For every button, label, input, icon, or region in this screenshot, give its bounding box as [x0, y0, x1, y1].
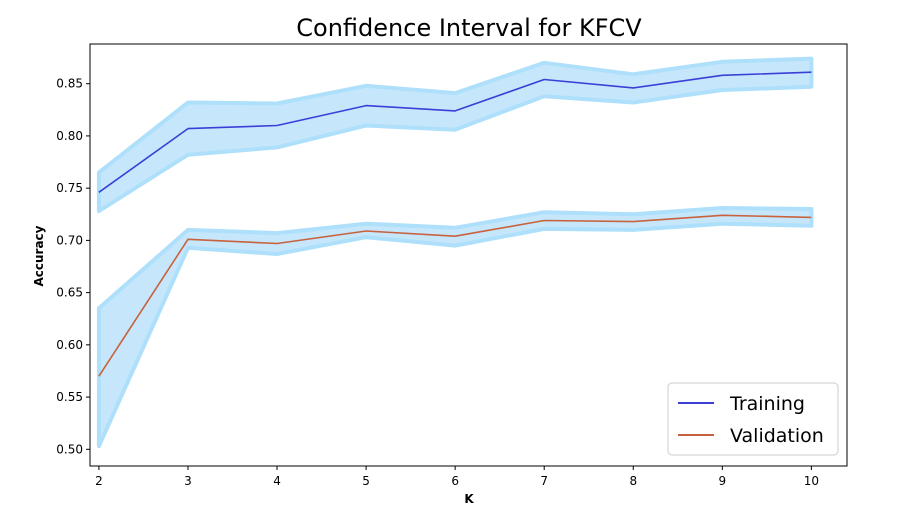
x-tick-label: 6: [451, 474, 459, 488]
legend-label-validation: Validation: [730, 425, 824, 447]
y-tick-label: 0.70: [56, 233, 83, 247]
training-confidence-band: [99, 59, 812, 212]
x-tick-label: 4: [273, 474, 281, 488]
y-tick-label: 0.50: [56, 442, 83, 456]
x-axis-label: K: [464, 492, 474, 506]
y-tick-label: 0.65: [56, 286, 83, 300]
legend: Training Validation: [668, 383, 838, 455]
x-tick-label: 2: [95, 474, 103, 488]
y-tick-label: 0.60: [56, 338, 83, 352]
x-tick-label: 3: [184, 474, 192, 488]
x-tick-label: 10: [804, 474, 819, 488]
y-axis-label: Accuracy: [32, 225, 46, 286]
chart-title: Confidence Interval for KFCV: [296, 14, 642, 42]
x-tick-label: 7: [540, 474, 548, 488]
legend-label-training: Training: [729, 393, 805, 415]
y-tick-label: 0.55: [56, 390, 83, 404]
y-tick-label: 0.80: [56, 129, 83, 143]
y-tick-label: 0.75: [56, 181, 83, 195]
x-axis-ticks: 2 3 4 5 6 7 8 9 10: [95, 466, 819, 488]
x-tick-label: 5: [362, 474, 370, 488]
x-tick-label: 8: [629, 474, 637, 488]
y-tick-label: 0.85: [56, 77, 83, 91]
x-tick-label: 9: [718, 474, 726, 488]
y-axis-ticks: 0.50 0.55 0.60 0.65 0.70 0.75 0.80 0.85: [56, 77, 90, 457]
